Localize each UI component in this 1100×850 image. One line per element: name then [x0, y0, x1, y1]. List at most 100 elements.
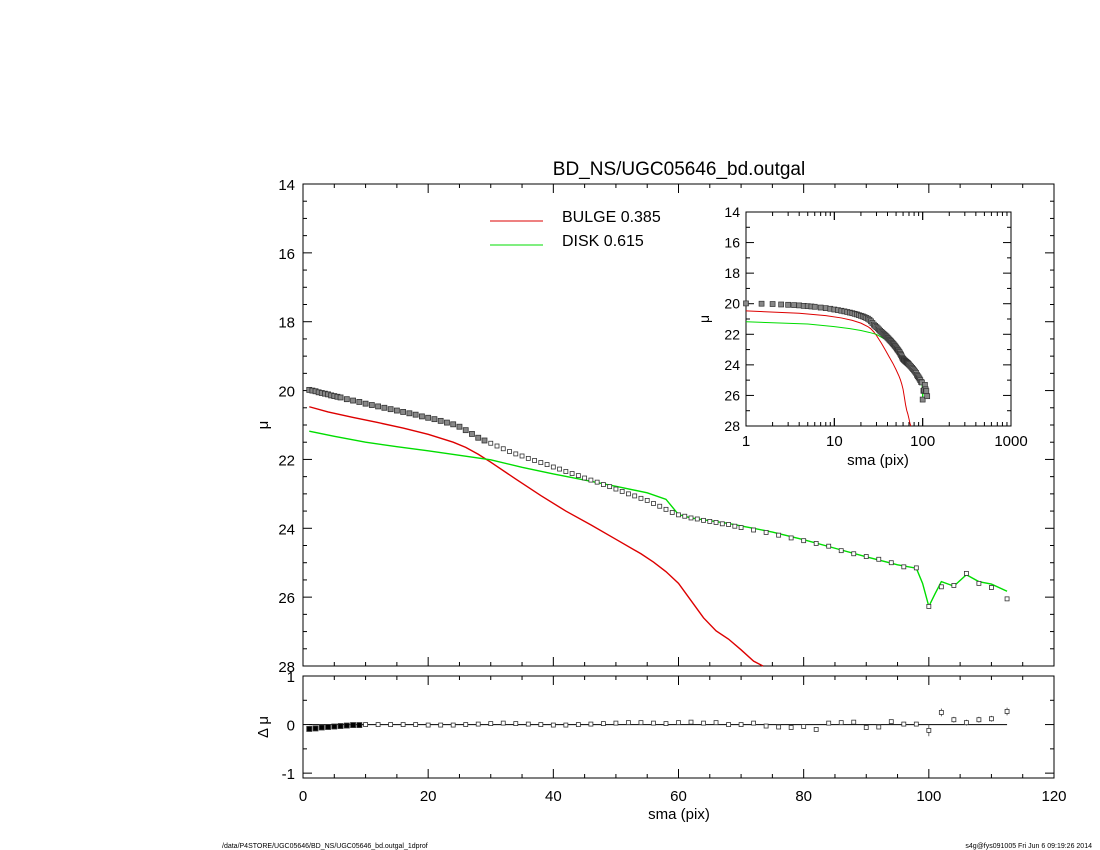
legend: BULGE 0.385 DISK 0.615 — [490, 209, 661, 250]
data-point — [626, 491, 631, 497]
data-point — [469, 431, 475, 437]
data-point — [838, 548, 844, 554]
main-y-tick-label: 24 — [278, 521, 295, 538]
data-point — [356, 399, 363, 405]
data-point — [776, 532, 782, 538]
residual-point — [876, 724, 882, 730]
residual-point — [312, 725, 319, 732]
footer-file-path: /data/P4STORE/UGC05646/BD_NS/UGC05646_bd… — [222, 843, 428, 850]
residual-y-tick-label: 0 — [287, 718, 295, 735]
data-point — [989, 585, 994, 590]
residual-point — [976, 717, 982, 723]
data-point — [732, 523, 738, 529]
data-point — [726, 522, 731, 527]
data-point — [888, 560, 894, 566]
data-point — [926, 604, 932, 609]
data-point — [751, 527, 756, 533]
data-point — [826, 543, 832, 549]
data-point — [563, 469, 569, 474]
inset-data-point — [811, 303, 818, 310]
residual-point — [913, 721, 919, 727]
data-point — [632, 493, 638, 499]
data-point — [362, 400, 369, 407]
residual-point — [601, 721, 606, 726]
chart-title: BD_NS/UGC05646_bd.outgal — [553, 159, 805, 180]
main-axis-ticks — [302, 183, 1055, 667]
data-point — [619, 489, 625, 494]
data-point — [594, 479, 600, 485]
residual-point — [626, 720, 631, 726]
residual-point — [388, 722, 394, 727]
data-point — [963, 570, 969, 576]
data-point — [519, 453, 525, 459]
data-point — [425, 414, 432, 421]
inset-data-point — [769, 301, 776, 307]
data-point — [475, 434, 482, 441]
residual-point — [306, 726, 313, 732]
residual-panel: -101 0 20 40 60 80 100 120 Δ μ sma (pix) — [255, 669, 1067, 823]
residual-point — [450, 722, 456, 728]
data-point — [500, 446, 506, 452]
residual-y-tick-label: -1 — [282, 766, 295, 783]
data-point — [713, 520, 719, 525]
x-tick-label: 60 — [670, 788, 687, 805]
data-point — [343, 396, 350, 403]
data-point — [444, 419, 450, 426]
residual-point — [375, 722, 381, 727]
data-point — [569, 471, 575, 476]
residual-point — [463, 722, 469, 727]
main-y-tick-label: 14 — [278, 177, 295, 194]
inset-y-tick-label: 24 — [724, 357, 740, 373]
inset-data-point — [923, 388, 930, 394]
data-point — [951, 583, 957, 588]
data-point — [876, 556, 882, 562]
x-tick-label: 0 — [299, 788, 307, 805]
data-point — [801, 538, 807, 544]
residual-point — [713, 720, 719, 726]
residual-point — [676, 720, 681, 726]
data-point — [813, 541, 819, 546]
data-point — [851, 551, 857, 557]
data-point — [462, 427, 469, 434]
data-point — [350, 397, 356, 404]
x-tick-label: 80 — [795, 788, 812, 805]
residual-point — [475, 721, 481, 727]
residual-point — [688, 719, 694, 725]
residual-point — [763, 723, 769, 729]
data-point — [406, 410, 413, 417]
x-tick-labels: 0 20 40 60 80 100 120 — [299, 788, 1067, 805]
x-tick-label: 120 — [1041, 788, 1066, 805]
inset-data-points — [743, 300, 931, 403]
legend-bulge-label: BULGE 0.385 — [562, 209, 661, 226]
residual-point — [500, 720, 506, 726]
residual-point — [801, 724, 807, 729]
residual-point — [343, 722, 350, 729]
residual-point — [350, 722, 356, 728]
data-point — [532, 458, 537, 463]
residual-point — [413, 722, 419, 727]
data-point — [538, 460, 544, 465]
data-point — [607, 484, 613, 490]
residual-point — [813, 727, 819, 732]
data-point — [1004, 596, 1010, 602]
inset-data-point — [817, 304, 824, 311]
data-point — [488, 440, 494, 446]
inset-x-tick-label: 1000 — [994, 433, 1027, 450]
residual-point — [337, 723, 344, 729]
residual-axis-ticks — [302, 675, 1055, 778]
residual-point — [888, 719, 894, 725]
residual-point — [356, 722, 363, 728]
data-point — [550, 464, 556, 470]
data-point — [719, 521, 725, 527]
x-tick-label: 100 — [916, 788, 941, 805]
residual-point — [989, 716, 994, 722]
data-point — [412, 411, 419, 418]
residual-point — [751, 720, 756, 726]
residual-point — [613, 720, 619, 726]
data-point — [738, 525, 744, 530]
inset-y-tick-label: 22 — [724, 326, 740, 342]
data-point — [375, 403, 382, 410]
residual-point — [863, 725, 869, 730]
data-point — [456, 423, 463, 430]
